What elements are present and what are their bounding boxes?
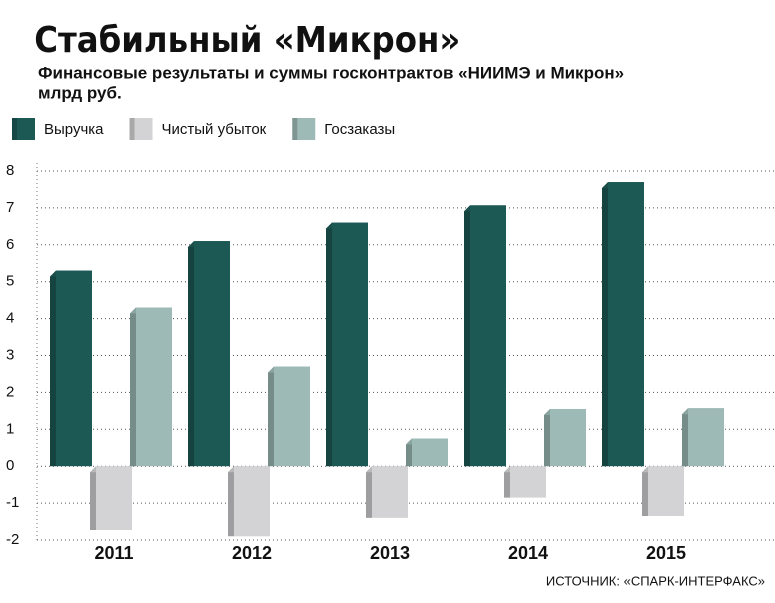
bar (274, 366, 310, 467)
bar (136, 307, 172, 467)
y-tick-label: 7 (6, 199, 14, 216)
source: ИСТОЧНИК: «СПАРК-ИНТЕРФАКС» (546, 573, 765, 588)
x-tick-label: 2015 (646, 543, 686, 563)
legend-swatch (17, 118, 35, 140)
bar (372, 466, 408, 518)
bar (56, 270, 92, 467)
bar (332, 222, 368, 467)
bar-side (406, 438, 412, 467)
bar (412, 438, 448, 467)
bar-side (228, 466, 234, 537)
bar-side (682, 408, 688, 467)
bar-side (464, 205, 470, 467)
bar (234, 466, 270, 537)
y-tick-label: 3 (6, 346, 14, 363)
bar (648, 466, 684, 517)
y-tick-label: -1 (6, 494, 19, 511)
bar (510, 466, 546, 498)
bar-side (504, 466, 510, 498)
bar-side (602, 182, 608, 467)
y-tick-label: 5 (6, 273, 14, 290)
x-tick-label: 2014 (508, 543, 548, 563)
chart-title: Стабильный «Микрон» (34, 19, 460, 61)
y-tick-label: 1 (6, 420, 14, 437)
bar (688, 408, 724, 467)
y-tick-label: 2 (6, 383, 14, 400)
bar-side (268, 366, 274, 467)
y-tick-label: 6 (6, 236, 14, 253)
chart-subtitle: Финансовые результаты и суммы госконтрак… (38, 63, 624, 82)
legend-swatch-side (292, 118, 299, 140)
bar-side (326, 222, 332, 467)
x-tick-label: 2012 (232, 543, 272, 563)
legend-swatch-side (12, 118, 18, 140)
bar-side (50, 270, 56, 467)
y-tick-label: 8 (6, 162, 14, 179)
bar-side (544, 409, 550, 467)
bar (608, 182, 644, 467)
bar (550, 409, 586, 467)
x-tick-label: 2013 (370, 543, 410, 563)
y-axis-label: млрд руб. (38, 83, 122, 102)
bar-side (642, 466, 648, 517)
legend-label: Чистый убыток (162, 121, 267, 138)
bar (194, 241, 230, 467)
y-tick-label: 0 (6, 457, 14, 474)
bar-side (90, 466, 96, 531)
y-tick-label: -2 (6, 531, 19, 548)
x-tick-label: 2011 (94, 543, 133, 563)
y-tick-label: 4 (6, 310, 14, 327)
legend-swatch (297, 118, 316, 140)
bar (470, 205, 506, 467)
bar (96, 466, 132, 531)
bar-side (366, 466, 372, 518)
bar-side (130, 307, 136, 467)
legend-label: Госзаказы (324, 121, 395, 138)
legend-swatch (134, 118, 153, 140)
legend-swatch-side (129, 118, 136, 140)
bar-side (188, 241, 194, 467)
legend-label: Выручка (44, 121, 104, 138)
